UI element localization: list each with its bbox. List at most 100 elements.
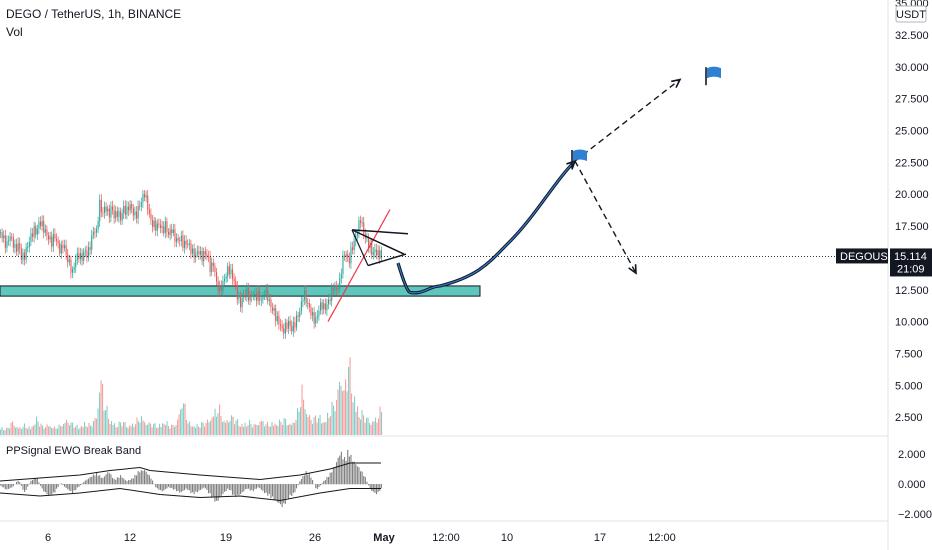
candle-body <box>163 226 165 234</box>
candle-body <box>164 221 166 234</box>
ewo-bar <box>113 478 115 485</box>
candle-body <box>96 228 98 233</box>
volume-bar <box>46 424 48 435</box>
candle-body <box>208 256 210 258</box>
ewo-bar <box>76 484 78 488</box>
candle-body <box>44 229 46 233</box>
ewo-indicator <box>0 449 382 508</box>
volume-bar <box>88 422 90 435</box>
volume-bar <box>39 426 41 435</box>
volume-bar <box>114 423 116 435</box>
volume-bar <box>373 421 375 435</box>
candle-body <box>211 262 213 272</box>
candle-body <box>289 320 291 326</box>
volume-bar <box>354 396 356 435</box>
ewo-bar <box>236 484 238 495</box>
candle-body <box>356 233 358 237</box>
candle-body <box>193 248 195 258</box>
ewo-bar <box>241 484 243 493</box>
ewo-bar <box>312 480 314 485</box>
ewo-bar <box>158 484 160 490</box>
price-tick-label: 12.500 <box>895 285 929 297</box>
ewo-bar <box>268 484 270 494</box>
down-target-arrow <box>574 160 637 274</box>
candle-body <box>129 204 131 211</box>
volume-bar <box>198 426 200 435</box>
price-tick-label: 20.000 <box>895 189 929 201</box>
ewo-bar <box>222 484 224 494</box>
candle-body <box>36 228 38 235</box>
volume-bar <box>271 422 273 435</box>
candle-body <box>265 289 267 295</box>
volume-bar <box>97 408 99 435</box>
ewo-bar <box>214 484 216 502</box>
volume-bar <box>330 416 332 435</box>
price-axis[interactable]: 35.000 32.500 30.000 27.500 25.000 22.500 20.0… <box>895 0 929 424</box>
volume-bar <box>156 428 158 435</box>
indicator-axis[interactable]: 2.000 0.000 −2.000 <box>898 449 932 521</box>
ewo-bar <box>84 480 86 485</box>
ewo-bar <box>264 484 266 494</box>
volume-bar <box>331 401 333 435</box>
ewo-bar <box>203 484 205 488</box>
ewo-bar <box>331 472 333 485</box>
candle-body <box>185 240 187 245</box>
volume-bar <box>109 423 111 435</box>
flag-cloth <box>707 66 721 79</box>
candle-body <box>32 233 34 237</box>
ewo-bar <box>35 478 37 485</box>
volume-bar <box>351 393 353 435</box>
time-axis[interactable]: 6 12 19 26 May 12:00 10 17 12:00 <box>45 532 676 544</box>
candle-body <box>172 229 174 234</box>
ewo-bar <box>252 484 254 492</box>
volume-bar <box>45 427 47 435</box>
candle-body <box>30 233 32 243</box>
ewo-bar <box>139 472 141 485</box>
volume-bar <box>318 418 320 435</box>
ewo-bar <box>369 484 371 489</box>
candle-body <box>313 312 315 324</box>
volume-bar <box>82 427 84 435</box>
candle-body <box>124 205 126 215</box>
ewo-bar <box>275 484 277 500</box>
ewo-bar <box>180 484 182 492</box>
volume-bar <box>12 421 14 435</box>
candle-body <box>192 248 194 254</box>
ewo-bar <box>336 462 338 485</box>
ewo-bar <box>6 484 8 490</box>
volume-bar <box>106 405 108 435</box>
volume-bar <box>142 420 144 435</box>
ewo-bar <box>366 481 368 485</box>
price-tag <box>890 248 932 277</box>
volume-bar <box>127 428 129 435</box>
ewo-bar <box>267 484 269 496</box>
candle-body <box>118 211 120 217</box>
candle-body <box>243 295 245 299</box>
ewo-bar <box>260 484 262 490</box>
volume-label: Vol <box>6 25 23 39</box>
candle-body <box>278 316 280 325</box>
volume-bar <box>364 422 366 435</box>
candle-body <box>3 235 5 239</box>
ewo-bar <box>307 474 309 485</box>
candle-body <box>235 281 237 286</box>
candle-body <box>168 231 170 235</box>
candle-body <box>380 250 382 259</box>
volume-bar <box>346 391 348 435</box>
volume-bar <box>184 403 186 435</box>
volume-bar <box>249 419 251 435</box>
volume-bar <box>76 424 78 435</box>
volume-bar <box>357 406 359 435</box>
volume-bar <box>174 426 176 435</box>
candle-body <box>262 294 264 300</box>
ewo-bar <box>344 457 346 485</box>
ewo-bar <box>196 484 198 493</box>
candle-body <box>115 211 117 219</box>
ewo-bar <box>198 484 200 491</box>
volume-bar <box>33 425 35 435</box>
ewo-bar <box>211 484 213 498</box>
ewo-bar <box>296 484 298 489</box>
ewo-bar <box>36 478 38 485</box>
candle-body <box>336 285 338 290</box>
